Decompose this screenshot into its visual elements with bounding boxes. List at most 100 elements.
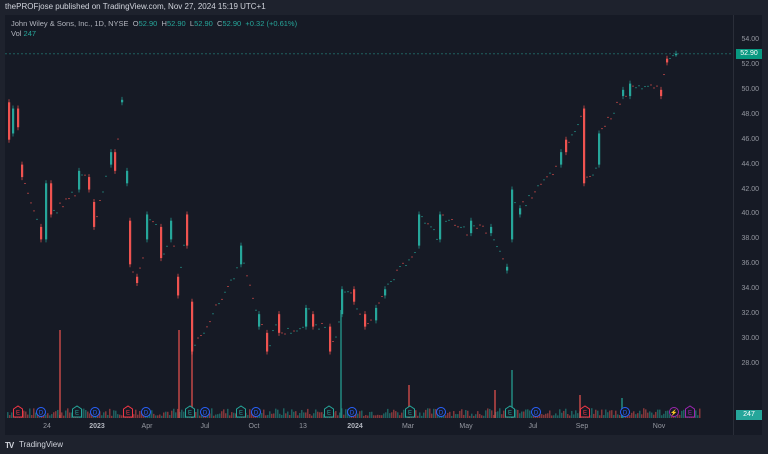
dividend-icon[interactable]: [436, 407, 446, 417]
candle-small: [36, 218, 38, 220]
volume-bar: [459, 410, 461, 418]
volume-bar: [115, 410, 117, 418]
earnings-icon[interactable]: [13, 405, 23, 418]
volume-bar: [343, 414, 345, 418]
candle-small: [499, 250, 501, 252]
volume-spike: [408, 385, 410, 418]
volume-spike: [340, 310, 342, 418]
svg-text:E: E: [188, 411, 192, 417]
volume-bar: [395, 411, 397, 418]
candle-small: [308, 308, 310, 310]
candle: [629, 83, 632, 97]
dividend-icon[interactable]: [90, 407, 100, 417]
volume-bar: [575, 410, 577, 418]
candle-small: [387, 283, 389, 285]
svg-text:E: E: [239, 411, 243, 417]
volume-bar: [695, 410, 697, 418]
volume-bar: [547, 413, 549, 418]
volume-bar: [51, 414, 53, 418]
volume-bar: [183, 411, 185, 418]
dividend-icon[interactable]: [347, 407, 357, 417]
volume-bar: [67, 408, 69, 418]
volume-bar: [595, 409, 597, 418]
candle-small: [641, 88, 643, 90]
earnings-icon[interactable]: [236, 405, 246, 418]
dividend-icon[interactable]: [36, 407, 46, 417]
candle-small: [332, 341, 334, 343]
earnings-icon[interactable]: [580, 405, 590, 418]
candle-small: [252, 297, 254, 299]
dividend-icon[interactable]: [251, 407, 261, 417]
volume-bar: [665, 410, 667, 418]
chart-pane[interactable]: [5, 15, 733, 435]
earnings-icon[interactable]: [324, 405, 334, 418]
volume-bar: [339, 412, 341, 418]
volume-bar: [275, 408, 277, 418]
candle-small: [632, 85, 634, 87]
volume-bar: [319, 412, 321, 418]
time-tick: Jul: [528, 423, 538, 430]
volume-bar: [271, 413, 273, 418]
volume-bar: [379, 415, 381, 418]
price-axis[interactable]: 52.90 247 54.00 52.00 50.00 48.00 46.00 44.00…: [733, 15, 762, 435]
dividend-icon[interactable]: [620, 407, 630, 417]
candle-small: [117, 138, 119, 140]
volume-bar: [387, 408, 389, 418]
candle-small: [448, 219, 450, 221]
volume-bar: [491, 410, 493, 418]
volume-bar: [683, 409, 685, 418]
volume-bar: [169, 415, 171, 418]
dividend-icon[interactable]: [141, 407, 151, 417]
candle: [110, 152, 113, 165]
time-axis[interactable]: 24 2023 Apr Jul Oct 13 2024 Mar May Jul Sep Nov: [5, 420, 733, 435]
candle-small: [105, 175, 107, 177]
volume-bar: [501, 414, 503, 418]
earnings-icon[interactable]: [72, 405, 82, 418]
candle-small: [635, 87, 637, 89]
dividend-icon[interactable]: [200, 407, 210, 417]
volume-spike: [178, 330, 180, 418]
candle-small: [139, 267, 141, 269]
volume-bar: [301, 409, 303, 418]
candle-small: [275, 324, 277, 326]
volume-bar: [557, 415, 559, 418]
candle-small: [102, 191, 104, 193]
price-tick: 32.00: [741, 310, 759, 318]
candle: [312, 314, 315, 327]
price-tick: 52.00: [741, 60, 759, 68]
candle: [177, 276, 180, 296]
price-tick: 50.00: [741, 85, 759, 93]
volume-bar: [369, 412, 371, 418]
candle-small: [163, 253, 165, 255]
dividend-icon[interactable]: [531, 407, 541, 417]
earnings-icon[interactable]: [405, 405, 415, 418]
earnings-icon[interactable]: [685, 405, 695, 418]
split-icon[interactable]: [669, 407, 679, 417]
volume-bar: [291, 409, 293, 418]
volume-bar: [565, 408, 567, 418]
volume-bar: [577, 413, 579, 418]
volume-bar: [543, 414, 545, 418]
volume-bar: [401, 412, 403, 418]
price-tick: 38.00: [741, 235, 759, 243]
candle-small: [96, 216, 98, 218]
price-tick: 30.00: [741, 335, 759, 343]
candle: [146, 214, 149, 240]
candle-small: [272, 330, 274, 332]
volume-bar: [139, 411, 141, 418]
svg-text:D: D: [439, 411, 444, 417]
publish-text: thePROFjose published on TradingView.com…: [5, 2, 266, 11]
volume-bar: [221, 411, 223, 418]
earnings-icon[interactable]: [505, 405, 515, 418]
time-tick: Jul: [200, 423, 210, 430]
volume-bar: [371, 411, 373, 418]
candle: [12, 108, 15, 134]
earnings-icon[interactable]: [185, 405, 195, 418]
volume-bar: [517, 409, 519, 418]
tradingview-logo-icon: TV: [5, 441, 14, 450]
candle-small: [485, 232, 487, 234]
earnings-icon[interactable]: [123, 405, 133, 418]
candle: [560, 152, 563, 165]
volume-bar: [499, 408, 501, 418]
